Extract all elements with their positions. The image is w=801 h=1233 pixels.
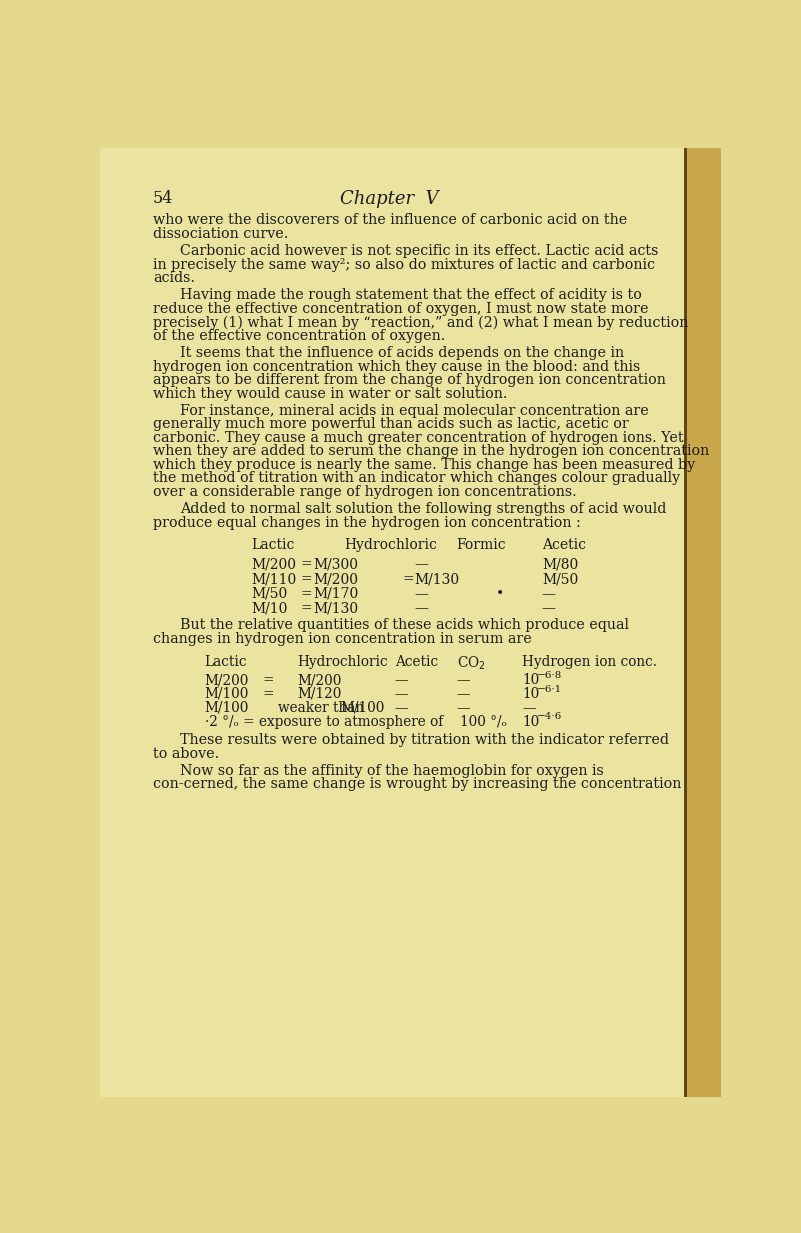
- Text: M/170: M/170: [313, 587, 359, 600]
- Text: ·2 °/ₒ = exposure to atmosphere of: ·2 °/ₒ = exposure to atmosphere of: [205, 715, 443, 729]
- Text: M/100: M/100: [340, 700, 384, 715]
- Text: Now so far as the affinity of the haemoglobin for oxygen is: Now so far as the affinity of the haemog…: [180, 764, 604, 778]
- Text: hydrogen ion concentration which they cause in the blood: and this: hydrogen ion concentration which they ca…: [153, 360, 640, 374]
- Text: —: —: [541, 587, 556, 600]
- Text: M/50: M/50: [541, 572, 578, 586]
- Text: the method of titration with an indicator which changes colour gradually: the method of titration with an indicato…: [153, 471, 680, 486]
- Text: which they produce is nearly the same. This change has been measured by: which they produce is nearly the same. T…: [153, 457, 695, 472]
- Text: 10: 10: [522, 687, 540, 700]
- Text: over a considerable range of hydrogen ion concentrations.: over a considerable range of hydrogen io…: [153, 485, 577, 499]
- Text: —: —: [414, 602, 428, 615]
- Text: =: =: [300, 557, 312, 572]
- Text: =: =: [300, 602, 312, 615]
- Text: 54: 54: [153, 190, 173, 207]
- Text: —: —: [395, 687, 409, 700]
- Text: con­cerned, the same change is wrought by increasing the concentration: con­cerned, the same change is wrought b…: [153, 778, 681, 792]
- Text: M/200: M/200: [298, 673, 342, 687]
- Text: M/10: M/10: [252, 602, 288, 615]
- Text: —: —: [414, 587, 428, 600]
- Bar: [685, 148, 721, 1097]
- Text: changes in hydrogen ion concentration in serum are: changes in hydrogen ion concentration in…: [153, 631, 532, 646]
- Text: M/200: M/200: [313, 572, 358, 586]
- Text: of the effective concentration of oxygen.: of the effective concentration of oxygen…: [153, 329, 445, 343]
- Text: Carbonic acid however is not specific in its effect. Lactic acid acts: Carbonic acid however is not specific in…: [180, 244, 658, 258]
- Text: But the relative quantities of these acids which produce equal: But the relative quantities of these aci…: [180, 619, 629, 633]
- Text: to above.: to above.: [153, 747, 219, 761]
- Text: M/120: M/120: [298, 687, 342, 700]
- Text: Hydrochloric: Hydrochloric: [298, 655, 388, 668]
- Text: precisely (1) what I mean by “reaction,” and (2) what I mean by reduction: precisely (1) what I mean by “reaction,”…: [153, 316, 688, 329]
- Text: M/200: M/200: [205, 673, 249, 687]
- Text: —: —: [457, 687, 470, 700]
- Text: M/110: M/110: [252, 572, 296, 586]
- Text: =: =: [402, 572, 414, 586]
- Text: when they are added to serum the change in the hydrogen ion concentration: when they are added to serum the change …: [153, 444, 709, 459]
- Text: These results were obtained by titration with the indicator referred: These results were obtained by titration…: [180, 734, 669, 747]
- Text: Chapter  V: Chapter V: [340, 190, 439, 208]
- Text: Acetic: Acetic: [541, 539, 586, 552]
- Text: −6·1: −6·1: [537, 684, 562, 694]
- Text: reduce the effective concentration of oxygen, I must now state more: reduce the effective concentration of ox…: [153, 302, 648, 316]
- Text: —: —: [395, 700, 409, 715]
- Text: Lactic: Lactic: [205, 655, 248, 668]
- Text: produce equal changes in the hydrogen ion concentration :: produce equal changes in the hydrogen io…: [153, 515, 581, 530]
- Text: =: =: [263, 673, 275, 687]
- Text: For instance, mineral acids in equal molecular concentration are: For instance, mineral acids in equal mol…: [180, 404, 649, 418]
- Text: dissociation curve.: dissociation curve.: [153, 227, 288, 240]
- Text: Acetic: Acetic: [395, 655, 438, 668]
- Text: M/80: M/80: [541, 557, 578, 572]
- Text: 100 °/ₒ: 100 °/ₒ: [461, 715, 507, 729]
- Text: Added to normal salt solution the following strengths of acid would: Added to normal salt solution the follow…: [180, 502, 666, 517]
- Text: M/200: M/200: [252, 557, 296, 572]
- Text: —: —: [522, 700, 536, 715]
- Text: —: —: [457, 700, 470, 715]
- Text: =: =: [300, 572, 312, 586]
- Text: =: =: [263, 687, 275, 700]
- Text: M/130: M/130: [313, 602, 358, 615]
- Text: Having made the rough statement that the effect of acidity is to: Having made the rough statement that the…: [180, 289, 642, 302]
- Text: which they would cause in water or salt solution.: which they would cause in water or salt …: [153, 387, 507, 401]
- Text: Hydrogen ion conc.: Hydrogen ion conc.: [522, 655, 658, 668]
- Text: CO$_2$: CO$_2$: [457, 655, 485, 672]
- Text: —: —: [414, 557, 428, 572]
- Text: 10: 10: [522, 673, 540, 687]
- Text: acids.: acids.: [153, 271, 195, 285]
- Text: appears to be different from the change of hydrogen ion concentration: appears to be different from the change …: [153, 374, 666, 387]
- Text: carbonic. They cause a much greater concentration of hydrogen ions. Yet: carbonic. They cause a much greater conc…: [153, 432, 683, 445]
- Text: weaker than: weaker than: [279, 700, 364, 715]
- Text: Lactic: Lactic: [252, 539, 295, 552]
- Text: 10: 10: [522, 715, 540, 729]
- Text: M/100: M/100: [205, 687, 249, 700]
- Text: M/130: M/130: [414, 572, 459, 586]
- Text: −6·8: −6·8: [537, 671, 562, 679]
- Text: −4·6: −4·6: [537, 713, 562, 721]
- Text: who were the discoverers of the influence of carbonic acid on the: who were the discoverers of the influenc…: [153, 213, 627, 227]
- Text: =: =: [300, 587, 312, 600]
- Text: —: —: [395, 673, 409, 687]
- Text: —: —: [457, 673, 470, 687]
- Text: —: —: [541, 602, 556, 615]
- Text: M/300: M/300: [313, 557, 358, 572]
- Text: Hydrochloric: Hydrochloric: [344, 539, 437, 552]
- Text: •: •: [495, 587, 504, 600]
- Text: in precisely the same way²; so also do mixtures of lactic and carbonic: in precisely the same way²; so also do m…: [153, 258, 655, 271]
- Text: M/50: M/50: [252, 587, 288, 600]
- Text: generally much more powerful than acids such as lactic, acetic or: generally much more powerful than acids …: [153, 418, 629, 432]
- Text: Formic: Formic: [457, 539, 506, 552]
- Text: M/100: M/100: [205, 700, 249, 715]
- Text: It seems that the influence of acids depends on the change in: It seems that the influence of acids dep…: [180, 346, 624, 360]
